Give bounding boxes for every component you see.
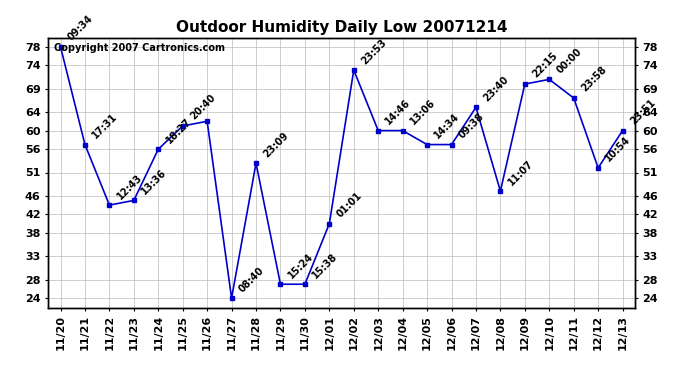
Text: 17:31: 17:31 (90, 111, 119, 140)
Text: 15:38: 15:38 (310, 251, 339, 280)
Text: 22:15: 22:15 (531, 51, 560, 80)
Text: 13:06: 13:06 (408, 98, 437, 126)
Text: 23:40: 23:40 (482, 74, 511, 103)
Text: 18:27: 18:27 (164, 116, 193, 145)
Text: 09:38: 09:38 (457, 111, 486, 140)
Text: 14:46: 14:46 (384, 98, 413, 126)
Text: 23:58: 23:58 (580, 65, 609, 94)
Text: 23:51: 23:51 (628, 98, 657, 126)
Title: Outdoor Humidity Daily Low 20071214: Outdoor Humidity Daily Low 20071214 (176, 20, 507, 35)
Text: 11:07: 11:07 (506, 158, 535, 187)
Text: 00:00: 00:00 (555, 46, 584, 75)
Text: 13:36: 13:36 (139, 167, 168, 196)
Text: 12:43: 12:43 (115, 172, 144, 201)
Text: 09:34: 09:34 (66, 13, 95, 43)
Text: 20:40: 20:40 (188, 93, 217, 122)
Text: 08:40: 08:40 (237, 265, 266, 294)
Text: 15:24: 15:24 (286, 251, 315, 280)
Text: Copyright 2007 Cartronics.com: Copyright 2007 Cartronics.com (55, 43, 225, 53)
Text: 23:09: 23:09 (262, 130, 290, 159)
Text: 14:34: 14:34 (433, 111, 462, 140)
Text: 01:01: 01:01 (335, 190, 364, 219)
Text: 10:54: 10:54 (604, 135, 633, 164)
Text: 23:53: 23:53 (359, 37, 388, 66)
